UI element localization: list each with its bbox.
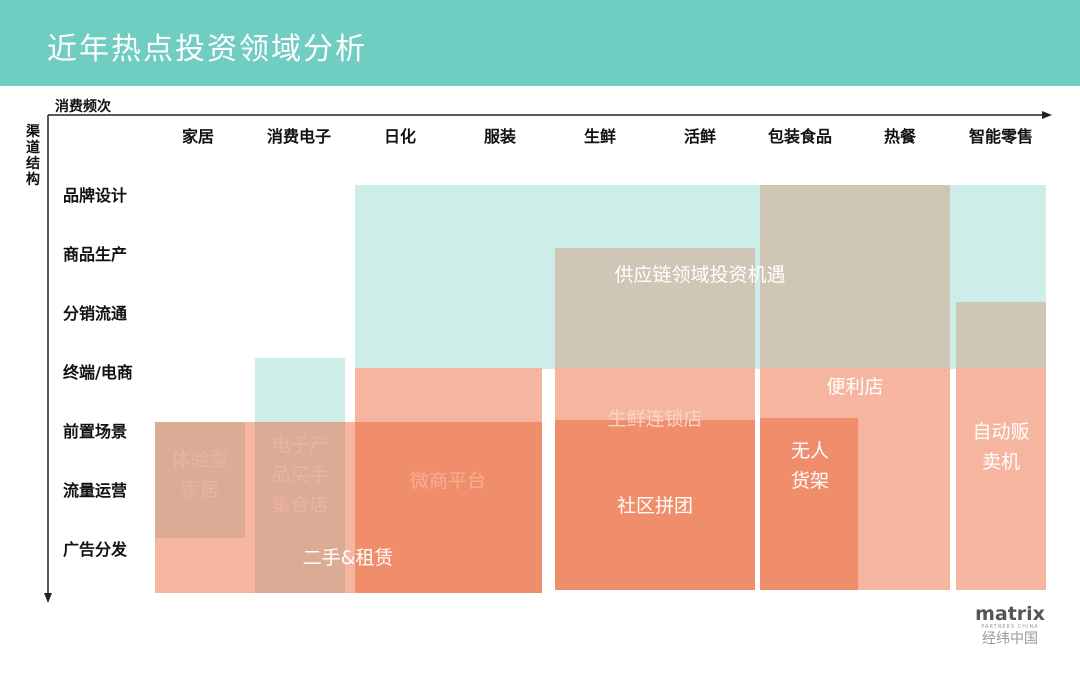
packaged-food-supply-area xyxy=(760,185,950,369)
area-label: 电子产品买手集合店 xyxy=(271,434,329,516)
row-label: 品牌设计 xyxy=(63,186,128,205)
column-header: 热餐 xyxy=(883,127,917,146)
x-axis-label: 消费频次 xyxy=(55,99,111,115)
column-header: 日化 xyxy=(383,127,417,146)
area-label: 自动贩卖机 xyxy=(972,421,1030,473)
matrix-logo: matrix PARTNERS CHINA 经纬中国 xyxy=(970,604,1050,648)
row-label: 广告分发 xyxy=(63,540,128,559)
community-area xyxy=(555,420,755,590)
area-label: 二手&租赁 xyxy=(302,547,394,569)
area-label: 供应链领域投资机遇 xyxy=(614,264,786,286)
area-label: 微商平台 xyxy=(409,470,487,492)
wechat-area xyxy=(355,422,542,593)
row-label: 商品生产 xyxy=(63,245,128,264)
row-label: 流量运营 xyxy=(63,481,128,500)
logo-brand: matrix xyxy=(975,603,1045,625)
smart-retail-supply-area xyxy=(956,302,1046,369)
experience-area xyxy=(155,422,245,538)
column-header: 生鲜 xyxy=(583,127,617,146)
page-title: 近年热点投资领域分析 xyxy=(47,32,367,67)
vending-area xyxy=(956,368,1046,590)
y-axis-arrow xyxy=(44,593,52,603)
logo-chinese: 经纬中国 xyxy=(982,631,1038,647)
column-header: 智能零售 xyxy=(968,127,1034,146)
column-header: 活鲜 xyxy=(683,127,717,146)
unmanned-area xyxy=(760,418,858,590)
column-header: 包装食品 xyxy=(767,127,833,146)
area-label: 生鲜连锁店 xyxy=(607,408,703,430)
column-header: 家居 xyxy=(181,127,215,146)
header-bar xyxy=(0,0,1080,86)
row-label: 分销流通 xyxy=(63,304,128,323)
y-axis-label: 渠道结构 xyxy=(26,124,40,188)
column-header: 消费电子 xyxy=(266,127,332,146)
x-axis-arrow xyxy=(1042,111,1052,119)
column-header: 服装 xyxy=(483,127,517,146)
area-label: 体验型家居 xyxy=(171,449,229,501)
area-label: 社区拼团 xyxy=(616,495,694,517)
row-label: 前置场景 xyxy=(63,422,128,441)
electronics-terminal-area xyxy=(255,358,345,423)
area-label: 无人货架 xyxy=(790,440,829,492)
logo-subtitle: PARTNERS CHINA xyxy=(981,624,1039,630)
row-label: 终端/电商 xyxy=(63,363,133,382)
area-label: 便利店 xyxy=(826,376,884,398)
supply-chain-area xyxy=(555,248,755,369)
electronics-area xyxy=(255,422,345,593)
